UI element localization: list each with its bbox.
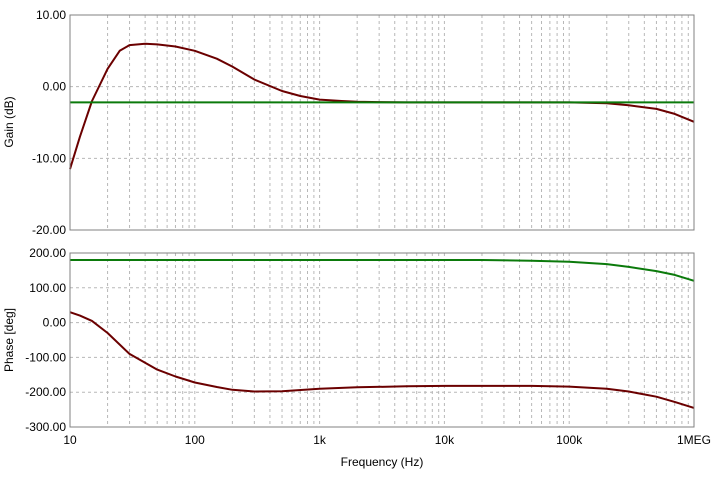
- phase-grid: [70, 253, 694, 427]
- phase-y-ticks: 200.00 100.00 0.00 -100.00 -200.00 -300.00: [25, 246, 66, 434]
- phase-y-tick-label: 0.00: [43, 316, 67, 330]
- gain-y-tick-label: 10.00: [36, 8, 66, 22]
- phase-y-tick-label: -200.00: [25, 385, 66, 399]
- gain-plot-frame: [69, 14, 695, 231]
- x-tick-label: 100: [185, 433, 205, 447]
- gain-y-tick-label: -10.00: [32, 151, 66, 165]
- gain-grid: [70, 15, 694, 230]
- gain-y-ticks: 10.00 0.00 -10.00 -20.00: [32, 8, 66, 237]
- gain-y-axis-label: Gain (dB): [2, 96, 16, 147]
- phase-plot: 200.00 100.00 0.00 -100.00 -200.00 -300.00 10…: [2, 246, 711, 469]
- phase-series-1-line: [69, 311, 695, 409]
- x-tick-label: 10: [63, 433, 77, 447]
- gain-y-tick-label: -20.00: [32, 223, 66, 237]
- x-tick-label: 10k: [435, 433, 455, 447]
- x-axis-label: Frequency (Hz): [341, 455, 424, 469]
- phase-series-2-line: [70, 259, 695, 282]
- phase-plot-frame: [69, 252, 695, 428]
- x-ticks: 10 100 1k 10k 100k 1MEG: [63, 433, 711, 447]
- gain-series: [69, 42, 695, 170]
- gain-y-tick-label: 0.00: [43, 80, 67, 94]
- phase-y-axis-label: Phase [deg]: [2, 308, 16, 372]
- phase-series: [69, 259, 695, 409]
- phase-y-tick-label: 200.00: [29, 246, 66, 260]
- x-tick-label: 1MEG: [677, 433, 711, 447]
- gain-plot: 10.00 0.00 -10.00 -20.00 Gain (dB): [2, 8, 695, 237]
- phase-y-tick-label: 100.00: [29, 281, 66, 295]
- x-tick-label: 1k: [313, 433, 327, 447]
- gain-series-1-line: [69, 42, 695, 170]
- x-tick-label: 100k: [556, 433, 583, 447]
- phase-y-tick-label: -100.00: [25, 350, 66, 364]
- phase-y-tick-label: -300.00: [25, 420, 66, 434]
